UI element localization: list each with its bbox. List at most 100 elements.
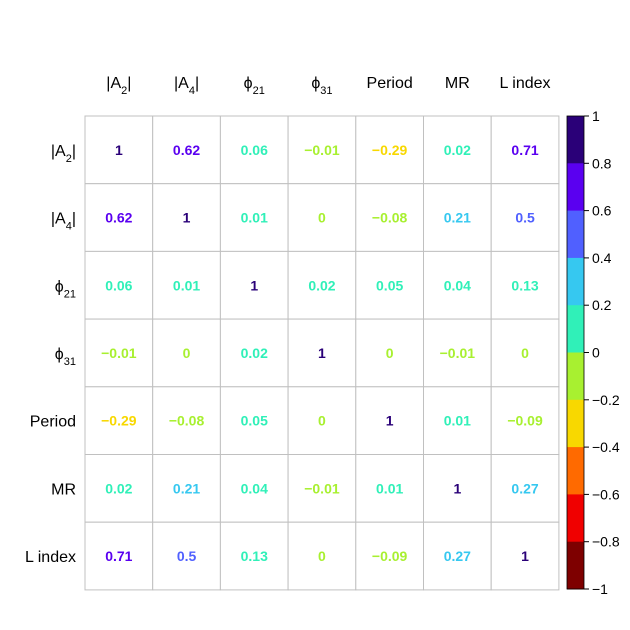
- heatmap-cell: [355, 521, 424, 591]
- cell-value-label: −0.29: [372, 142, 408, 158]
- heatmap-cell: [423, 521, 492, 591]
- colorbar-segment: [567, 210, 584, 259]
- heatmap-cell: [490, 250, 560, 320]
- cell-value-label: 0.62: [105, 210, 132, 226]
- heatmap-cell: [355, 250, 424, 320]
- cell-value-label: 0: [318, 548, 326, 564]
- heatmap-cell: [423, 115, 492, 185]
- heatmap-cell: [84, 318, 154, 388]
- colorbar-segment: [567, 494, 584, 543]
- cell-value-label: 1: [453, 480, 461, 496]
- row-label: ϕ31: [55, 346, 76, 368]
- heatmap-cell: [152, 115, 221, 185]
- heatmap-cell: [287, 454, 357, 523]
- cell-value-label: −0.01: [304, 142, 340, 158]
- heatmap-cell: [84, 454, 154, 523]
- heatmap-cell: [355, 183, 424, 252]
- cell-value-label: 1: [183, 210, 191, 226]
- cell-value-label: −0.01: [304, 480, 340, 496]
- heatmap-cell: [423, 318, 492, 388]
- colorbar-tick-label: −0.8: [592, 534, 620, 550]
- heatmap-cell: [219, 454, 289, 523]
- column-label: Period: [367, 75, 413, 92]
- cell-value-label: −0.09: [507, 413, 543, 429]
- row-label: |A4|: [51, 211, 76, 233]
- heatmap-cell: [490, 318, 560, 388]
- cell-value-label: 0.71: [511, 142, 538, 158]
- cell-value-label: 0.05: [241, 413, 268, 429]
- colorbar-tick-label: −1: [592, 581, 608, 597]
- colorbar-segment: [567, 116, 584, 164]
- cell-value-label: 0.02: [444, 142, 471, 158]
- cell-value-label: 0.02: [241, 345, 268, 361]
- colorbar-tick-label: 0: [592, 345, 600, 361]
- cell-value-label: 0.06: [241, 142, 268, 158]
- cell-value-label: 0.13: [511, 277, 538, 293]
- heatmap-cell: [490, 183, 560, 252]
- cell-value-label: 0.27: [444, 548, 471, 564]
- colorbar-tick-label: 0.6: [592, 203, 612, 219]
- heatmap-cell: [152, 454, 221, 523]
- heatmap-cell: [84, 183, 154, 252]
- cell-value-label: −0.09: [372, 548, 408, 564]
- column-label: |A4|: [174, 75, 199, 97]
- cell-value-label: 1: [115, 142, 123, 158]
- cell-value-label: 0: [318, 413, 326, 429]
- cell-value-label: 0.01: [376, 480, 403, 496]
- colorbar-tick-label: −0.2: [592, 392, 620, 408]
- column-label: L index: [500, 75, 551, 92]
- heatmap-cell: [219, 521, 289, 591]
- heatmap-cell: [287, 318, 357, 388]
- colorbar-segment: [567, 163, 584, 212]
- cell-value-label: 1: [318, 345, 326, 361]
- heatmap-cell: [219, 115, 289, 185]
- cell-value-label: 0.01: [173, 277, 200, 293]
- cell-value-label: 0.01: [241, 210, 268, 226]
- cell-value-label: 0.13: [241, 548, 268, 564]
- column-label: ϕ31: [311, 75, 332, 97]
- cell-value-label: 0: [521, 345, 529, 361]
- cell-value-label: 0: [386, 345, 394, 361]
- cell-value-label: −0.08: [372, 210, 408, 226]
- heatmap-cell: [287, 115, 357, 185]
- cell-value-label: 0.21: [444, 210, 471, 226]
- colorbar-segment: [567, 352, 584, 401]
- colorbar-segment: [567, 399, 584, 448]
- row-label: MR: [51, 481, 76, 498]
- heatmap-cell: [355, 454, 424, 523]
- heatmap-cell: [287, 521, 357, 591]
- cell-value-label: 0.62: [173, 142, 200, 158]
- column-label: |A2|: [106, 75, 131, 97]
- cell-value-label: 1: [386, 413, 394, 429]
- cell-value-label: 0.02: [308, 277, 335, 293]
- colorbar-tick-label: 0.4: [592, 250, 612, 266]
- column-label: ϕ21: [244, 75, 265, 97]
- cell-value-label: 0.21: [173, 480, 200, 496]
- row-label: ϕ21: [55, 278, 76, 300]
- heatmap-cell: [84, 521, 154, 591]
- colorbar-tick-label: −0.4: [592, 439, 620, 455]
- heatmap-cell: [219, 386, 289, 455]
- cell-value-label: 0.71: [105, 548, 132, 564]
- cell-value-label: 1: [250, 277, 258, 293]
- cell-value-label: 0.06: [105, 277, 132, 293]
- heatmap-cell: [219, 250, 289, 320]
- heatmap-cell: [84, 115, 154, 185]
- cell-value-label: 0.01: [444, 413, 471, 429]
- heatmap-grid: 1 0.62 0.06 −0.01 −0.29 0.02 0.71 0.62 1 0.01 0 −0.…: [84, 115, 560, 591]
- heatmap-cell: [490, 521, 560, 591]
- heatmap-cell: [84, 386, 154, 455]
- heatmap-cell: [490, 454, 560, 523]
- colorbar-segment: [567, 447, 584, 495]
- colorbar-tick-label: 0.2: [592, 297, 612, 313]
- colorbar-tick-label: 1: [592, 108, 600, 124]
- cell-value-label: 0.5: [177, 548, 197, 564]
- cell-value-label: 0.27: [511, 480, 538, 496]
- row-label: L index: [25, 549, 76, 566]
- cell-value-label: 0.05: [376, 277, 403, 293]
- colorbar-segment: [567, 305, 584, 353]
- colorbar-tick-label: 0.8: [592, 155, 612, 171]
- row-label: Period: [30, 414, 76, 431]
- colorbar-tick-label: −0.6: [592, 486, 620, 502]
